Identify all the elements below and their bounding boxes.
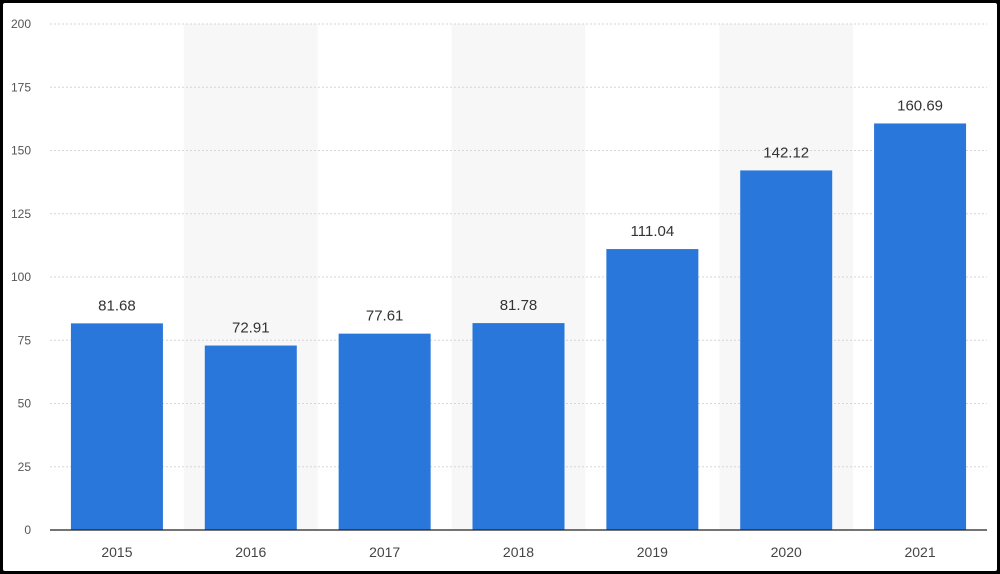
y-tick-label: 125 xyxy=(11,207,31,221)
y-tick-label: 50 xyxy=(18,397,32,411)
y-tick-label: 175 xyxy=(11,80,31,94)
data-labels: 81.68 72.91 77.61 81.78 111.04 142.12 160.69 xyxy=(98,97,943,336)
x-tick-label: 2016 xyxy=(235,544,266,560)
bar xyxy=(204,345,297,530)
bar xyxy=(70,323,163,530)
y-tick-label: 75 xyxy=(18,333,32,347)
x-tick-label: 2018 xyxy=(503,544,534,560)
data-label: 77.61 xyxy=(366,308,404,325)
bar xyxy=(338,333,431,530)
bar xyxy=(740,170,833,530)
bar xyxy=(472,323,565,530)
data-label: 111.04 xyxy=(631,223,675,240)
x-axis-ticks: 2015 2016 2017 2018 2019 2020 2021 xyxy=(101,544,936,560)
bars xyxy=(70,123,967,531)
data-label: 81.78 xyxy=(500,297,538,314)
y-tick-label: 25 xyxy=(18,460,32,474)
x-tick-label: 2019 xyxy=(637,544,668,560)
x-tick-label: 2015 xyxy=(101,544,132,560)
data-label: 160.69 xyxy=(897,97,943,114)
x-tick-label: 2020 xyxy=(771,544,802,560)
data-label: 81.68 xyxy=(98,297,136,314)
y-tick-label: 100 xyxy=(11,270,31,284)
data-label: 142.12 xyxy=(763,144,809,161)
chart-panel: 0 25 50 75 100 125 150 175 200 81.68 72.91 77.61 81… xyxy=(3,3,997,571)
x-tick-label: 2017 xyxy=(369,544,400,560)
bar xyxy=(874,123,967,531)
y-axis-ticks: 0 25 50 75 100 125 150 175 200 xyxy=(11,17,31,537)
y-tick-label: 200 xyxy=(11,17,31,31)
bar xyxy=(606,249,699,531)
x-tick-label: 2021 xyxy=(904,544,935,560)
y-tick-label: 0 xyxy=(24,523,31,537)
y-tick-label: 150 xyxy=(11,144,31,158)
data-label: 72.91 xyxy=(232,320,270,337)
